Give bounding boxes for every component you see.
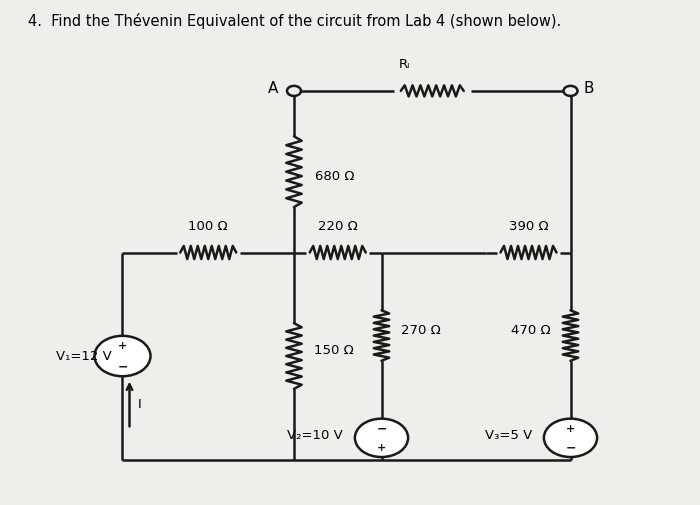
Text: V₃=5 V: V₃=5 V bbox=[484, 429, 532, 442]
Text: −: − bbox=[117, 360, 127, 373]
Circle shape bbox=[287, 86, 301, 96]
Text: 4.  Find the Thévenin Equivalent of the circuit from Lab 4 (shown below).: 4. Find the Thévenin Equivalent of the c… bbox=[28, 13, 561, 29]
Circle shape bbox=[94, 336, 150, 376]
Text: −: − bbox=[566, 441, 575, 454]
Text: 270 Ω: 270 Ω bbox=[401, 324, 441, 337]
Text: Rₗ: Rₗ bbox=[398, 58, 410, 71]
Text: +: + bbox=[377, 443, 386, 453]
Circle shape bbox=[544, 419, 597, 457]
Text: 150 Ω: 150 Ω bbox=[314, 344, 354, 358]
Text: 390 Ω: 390 Ω bbox=[509, 220, 548, 233]
Text: 680 Ω: 680 Ω bbox=[315, 170, 354, 183]
Text: A: A bbox=[268, 81, 279, 96]
Text: −: − bbox=[377, 422, 386, 435]
Text: B: B bbox=[583, 81, 594, 96]
Circle shape bbox=[564, 86, 577, 96]
Text: V₁=12 V: V₁=12 V bbox=[56, 349, 112, 363]
Text: V₂=10 V: V₂=10 V bbox=[287, 429, 343, 442]
Text: I: I bbox=[138, 397, 141, 411]
Text: 220 Ω: 220 Ω bbox=[318, 220, 358, 233]
Text: +: + bbox=[566, 424, 575, 434]
Text: +: + bbox=[118, 341, 127, 351]
Circle shape bbox=[355, 419, 408, 457]
Text: 470 Ω: 470 Ω bbox=[511, 324, 551, 337]
Text: 100 Ω: 100 Ω bbox=[188, 220, 228, 233]
